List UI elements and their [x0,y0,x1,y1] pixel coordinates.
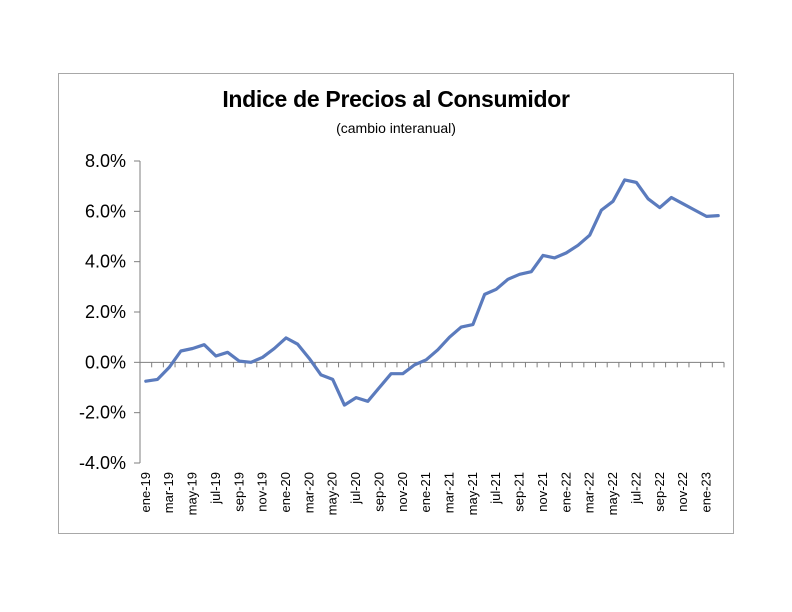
x-tick-label: may-20 [325,472,340,515]
y-tick-label: -2.0% [79,403,126,423]
data-point [296,343,299,346]
x-tick-label: mar-21 [442,472,457,513]
data-point [425,358,428,361]
x-tick-label: nov-19 [255,472,270,512]
data-point [401,372,404,375]
x-tick-label: nov-21 [535,472,550,512]
data-point [705,215,708,218]
x-tick-label: jul-21 [488,472,503,505]
chart-title: Indice de Precios al Consumidor [222,86,570,112]
data-point [285,336,288,339]
data-point [366,400,369,403]
data-point [553,256,556,259]
data-point [226,351,229,354]
x-tick-label: ene-21 [418,472,433,512]
data-point [460,326,463,329]
data-point [518,273,521,276]
data-point [261,356,264,359]
x-tick-label: sep-20 [371,472,386,512]
data-point [495,288,498,291]
data-point [436,348,439,351]
x-tick-label: mar-20 [301,472,316,513]
data-point [355,396,358,399]
data-point [635,181,638,184]
series-line [144,178,720,407]
x-tick-label: sep-19 [231,472,246,512]
x-tick-label: may-19 [185,472,200,515]
data-point [390,372,393,375]
data-point [238,360,241,363]
x-tick-label: ene-20 [278,472,293,512]
y-tick-label: 0.0% [85,352,126,372]
chart-subtitle: (cambio interanual) [336,120,456,136]
data-point [203,343,206,346]
data-point [588,234,591,237]
data-point [168,366,171,369]
x-axis: ene-19 mar-19 may-19 jul-19 sep-19 nov-19 ene-… [138,361,725,515]
x-tick-label: sep-22 [652,472,667,512]
x-tick-label: jul-22 [628,472,643,505]
y-tick-label: 2.0% [85,302,126,322]
data-point [413,363,416,366]
data-point [471,323,474,326]
x-tick-label: mar-19 [161,472,176,513]
series-group [144,178,720,407]
data-point [600,209,603,212]
data-point [658,206,661,209]
data-point [623,178,626,181]
x-tick-label: may-22 [605,472,620,515]
data-point [565,251,568,254]
data-point [191,347,194,350]
x-tick-label: ene-22 [558,472,573,512]
data-point [144,380,147,383]
data-point [156,378,159,381]
y-tick-label: 8.0% [85,151,126,171]
data-point [506,278,509,281]
x-tick-label: ene-23 [698,472,713,512]
y-tick-label: -4.0% [79,453,126,473]
x-tick-label: sep-21 [512,472,527,512]
x-tick-label: mar-22 [582,472,597,513]
data-point [331,378,334,381]
data-point [308,357,311,360]
data-point [249,361,252,364]
data-point [214,355,217,358]
data-point [670,196,673,199]
data-point [693,209,696,212]
data-point [530,270,533,273]
x-tick-label: may-21 [465,472,480,515]
x-tick-label: nov-22 [675,472,690,512]
data-point [647,197,650,200]
data-point [717,214,720,217]
y-tick-label: 6.0% [85,201,126,221]
data-point [273,347,276,350]
data-point [682,202,685,205]
data-point [577,244,580,247]
chart-frame [58,73,734,534]
x-tick-label: jul-20 [348,472,363,505]
x-tick-label: ene-19 [138,472,153,512]
data-point [179,350,182,353]
y-axis: 8.0% 6.0% 4.0% 2.0% 0.0% -2.0% -4.0% [79,151,141,473]
y-tick-label: 4.0% [85,252,126,272]
data-point [612,200,615,203]
x-tick-label: nov-20 [395,472,410,512]
data-point [483,293,486,296]
data-point [448,336,451,339]
x-tick-label: jul-19 [208,472,223,505]
data-point [378,386,381,389]
data-point [541,254,544,257]
data-point [343,404,346,407]
data-point [320,373,323,376]
